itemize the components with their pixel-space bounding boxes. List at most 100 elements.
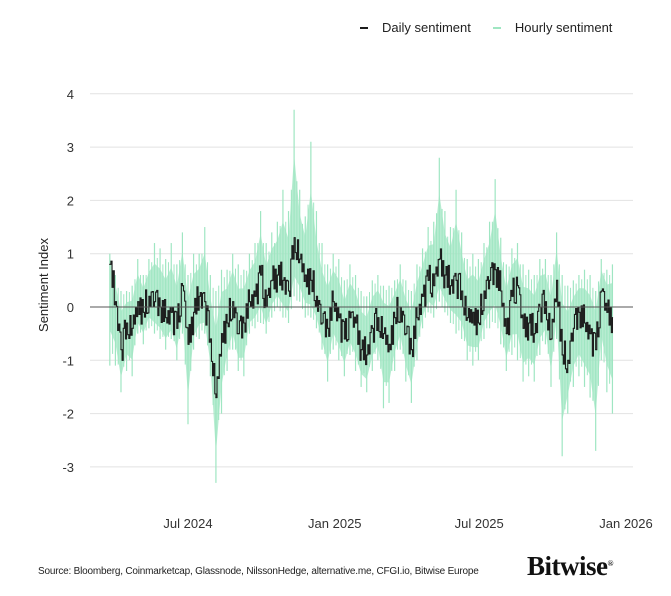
daily-segment bbox=[232, 301, 239, 335]
daily-segment bbox=[188, 312, 195, 345]
daily-point bbox=[405, 333, 407, 335]
legend-item-hourly[interactable]: Hourly sentiment bbox=[492, 20, 613, 35]
daily-point bbox=[204, 301, 206, 303]
daily-point bbox=[354, 322, 357, 324]
daily-segment bbox=[590, 328, 597, 357]
daily-point bbox=[137, 301, 139, 303]
daily-segment bbox=[154, 289, 161, 317]
daily-point bbox=[232, 301, 234, 303]
daily-point bbox=[360, 349, 362, 351]
daily-segment bbox=[573, 306, 580, 330]
daily-segment bbox=[500, 290, 507, 334]
daily-segment bbox=[467, 308, 474, 324]
daily-point bbox=[589, 333, 591, 335]
daily-segment bbox=[238, 315, 245, 339]
daily-point bbox=[260, 274, 262, 276]
daily-segment bbox=[551, 280, 558, 340]
daily-segment bbox=[120, 319, 128, 361]
daily-point bbox=[349, 317, 351, 319]
legend-hourly-label: Hourly sentiment bbox=[514, 20, 613, 35]
daily-point bbox=[500, 290, 502, 292]
daily-point bbox=[237, 333, 239, 335]
daily-point bbox=[494, 269, 496, 271]
daily-point bbox=[578, 311, 580, 313]
daily-segment bbox=[416, 293, 424, 321]
daily-segment bbox=[361, 336, 368, 366]
daily-segment bbox=[132, 301, 139, 329]
daily-segment bbox=[394, 296, 401, 325]
daily-segment bbox=[578, 304, 586, 329]
daily-point bbox=[276, 274, 278, 276]
daily-segment bbox=[126, 314, 133, 339]
daily-point bbox=[114, 301, 116, 303]
daily-segment bbox=[333, 301, 340, 322]
daily-segment bbox=[411, 307, 418, 358]
daily-point bbox=[310, 279, 312, 281]
daily-segment bbox=[606, 299, 613, 334]
y-tick-label: -2 bbox=[62, 407, 74, 422]
daily-point bbox=[165, 317, 167, 319]
daily-point bbox=[109, 263, 111, 265]
daily-segment bbox=[556, 279, 563, 355]
daily-point bbox=[131, 327, 133, 329]
daily-point bbox=[606, 311, 608, 313]
daily-segment bbox=[288, 237, 295, 297]
x-tick-label: Jul 2025 bbox=[455, 516, 504, 531]
daily-segment bbox=[176, 282, 183, 329]
daily-segment bbox=[495, 267, 502, 292]
x-tick-label: Jul 2024 bbox=[163, 516, 212, 531]
legend-item-daily[interactable]: Daily sentiment bbox=[360, 20, 471, 35]
x-axis: Jul 2024 Jan 2025 Jul 2025 Jan 2026 bbox=[163, 516, 652, 531]
daily-point bbox=[567, 359, 569, 361]
daily-segment bbox=[255, 265, 262, 305]
daily-point bbox=[528, 322, 530, 324]
daily-segment bbox=[199, 292, 206, 309]
daily-series bbox=[109, 237, 614, 399]
daily-point bbox=[410, 349, 412, 351]
daily-segment bbox=[266, 280, 273, 308]
daily-segment bbox=[171, 306, 178, 336]
daily-segment bbox=[545, 301, 552, 341]
daily-segment bbox=[249, 290, 256, 309]
daily-segment bbox=[377, 316, 385, 339]
daily-point bbox=[511, 295, 513, 297]
daily-point bbox=[572, 327, 574, 329]
daily-segment bbox=[299, 253, 306, 282]
daily-segment bbox=[210, 338, 217, 398]
daily-segment bbox=[483, 276, 491, 300]
daily-segment bbox=[517, 285, 524, 329]
daily-segment bbox=[355, 314, 362, 361]
daily-segment bbox=[567, 328, 574, 365]
daily-point bbox=[488, 279, 491, 281]
daily-segment bbox=[115, 301, 122, 350]
daily-point bbox=[421, 295, 424, 297]
daily-point bbox=[148, 295, 150, 297]
daily-segment bbox=[305, 268, 312, 295]
daily-point bbox=[483, 290, 485, 292]
daily-segment bbox=[366, 325, 373, 356]
daily-point bbox=[555, 279, 558, 281]
y-axis-label: Sentiment Index bbox=[36, 238, 51, 332]
legend-daily-label: Daily sentiment bbox=[382, 20, 471, 35]
daily-segment bbox=[277, 261, 284, 291]
daily-point bbox=[522, 327, 524, 329]
y-tick-label: -1 bbox=[62, 353, 74, 368]
daily-point bbox=[299, 258, 301, 260]
daily-point bbox=[293, 237, 295, 239]
daily-segment bbox=[182, 285, 189, 345]
daily-segment bbox=[601, 288, 608, 313]
daily-segment bbox=[400, 306, 407, 336]
daily-segment bbox=[389, 311, 396, 351]
daily-point bbox=[192, 311, 195, 313]
daily-point bbox=[427, 279, 429, 281]
daily-point bbox=[170, 311, 172, 313]
daily-point bbox=[505, 333, 507, 335]
daily-point bbox=[595, 349, 597, 351]
daily-point bbox=[153, 301, 156, 303]
daily-segment bbox=[310, 270, 317, 308]
daily-point bbox=[550, 338, 552, 340]
y-axis: 4 3 2 1 0 -1 -2 -3 bbox=[62, 87, 74, 475]
daily-segment bbox=[316, 295, 323, 325]
daily-segment bbox=[523, 313, 530, 341]
daily-point bbox=[220, 333, 223, 335]
